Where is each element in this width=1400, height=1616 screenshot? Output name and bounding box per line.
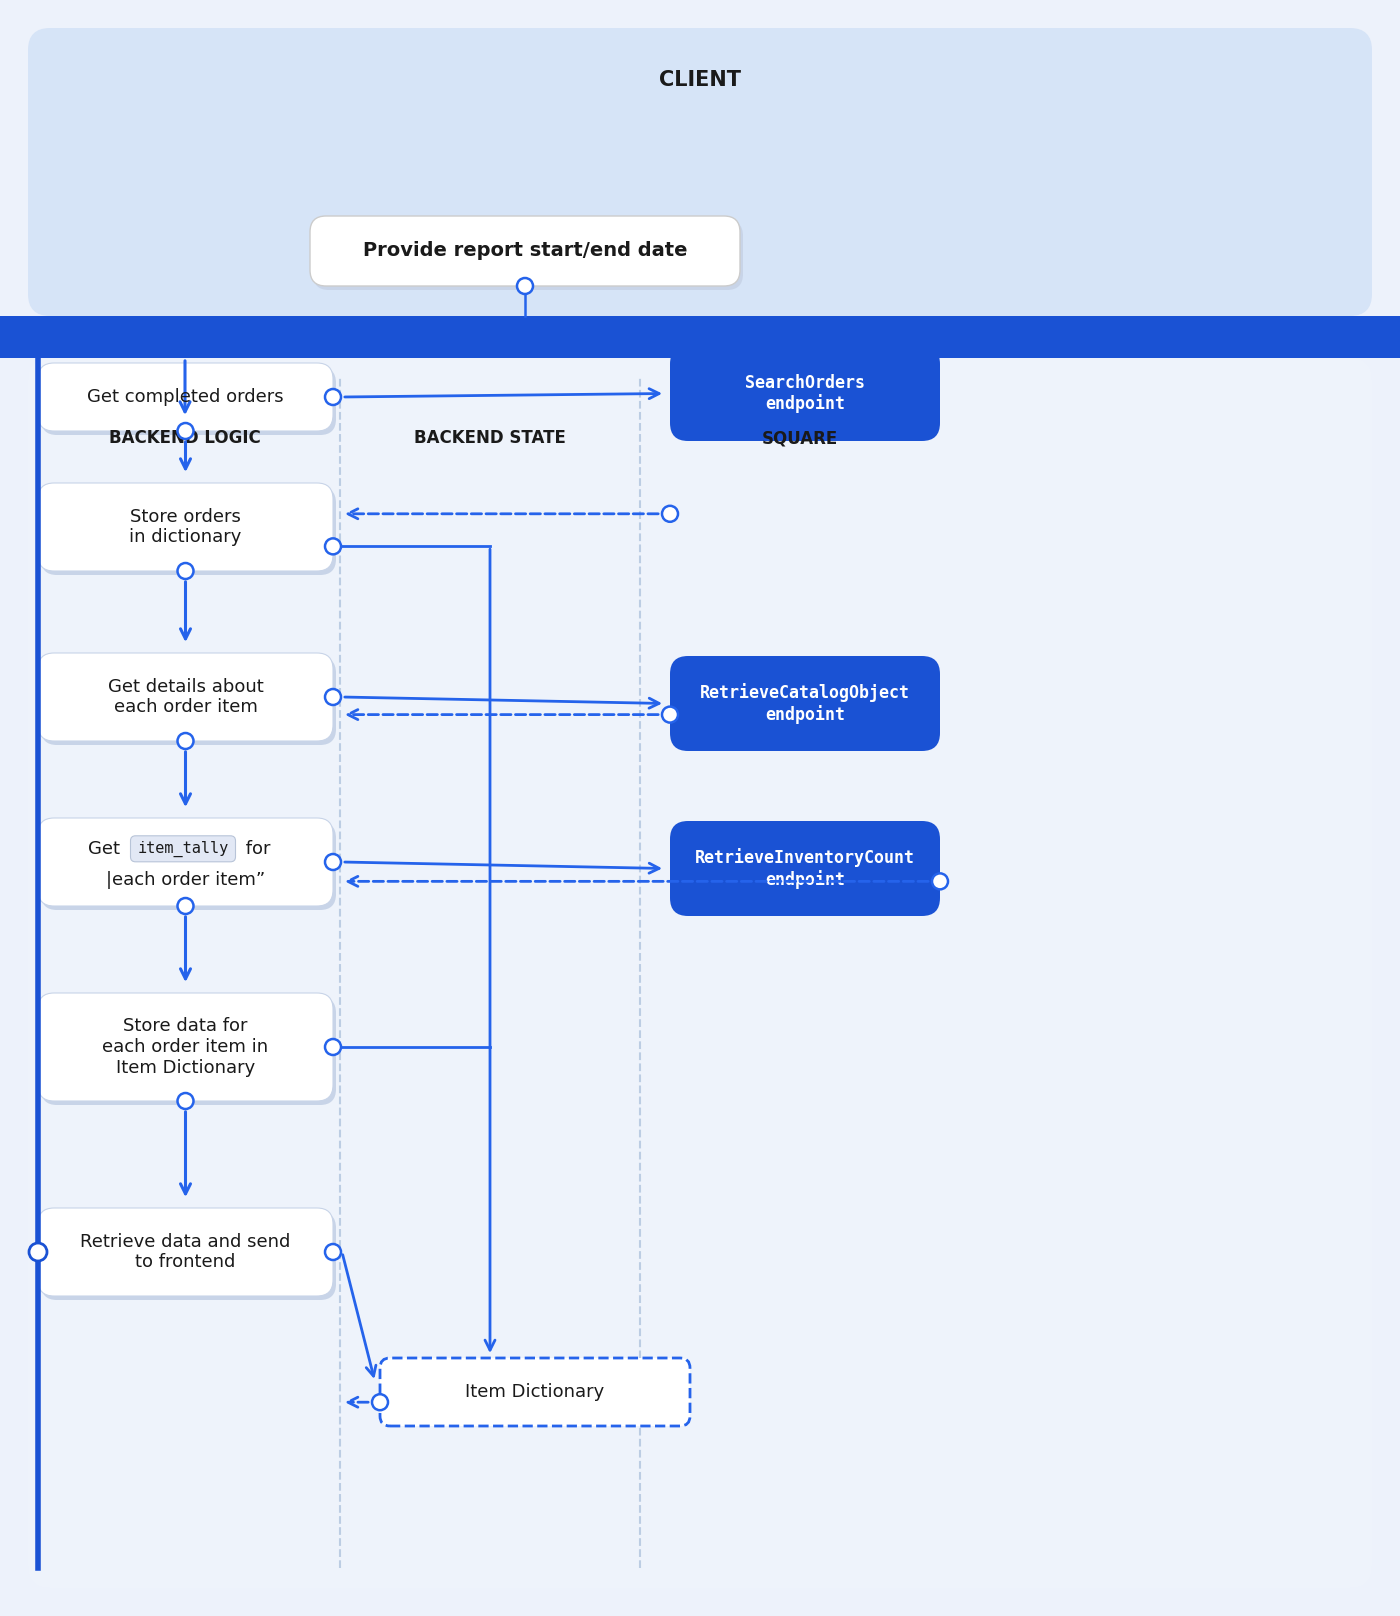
Circle shape bbox=[325, 1244, 342, 1260]
Circle shape bbox=[178, 898, 193, 915]
FancyBboxPatch shape bbox=[38, 818, 333, 907]
Text: Provide report start/end date: Provide report start/end date bbox=[363, 241, 687, 260]
FancyBboxPatch shape bbox=[671, 821, 939, 916]
Circle shape bbox=[662, 506, 678, 522]
FancyBboxPatch shape bbox=[38, 653, 333, 742]
FancyBboxPatch shape bbox=[671, 656, 939, 751]
FancyBboxPatch shape bbox=[41, 823, 336, 910]
FancyBboxPatch shape bbox=[671, 346, 939, 441]
Text: BACKEND STATE: BACKEND STATE bbox=[414, 428, 566, 448]
FancyBboxPatch shape bbox=[38, 1209, 333, 1296]
FancyBboxPatch shape bbox=[38, 483, 333, 570]
Text: for: for bbox=[241, 840, 272, 858]
Circle shape bbox=[325, 853, 342, 869]
FancyBboxPatch shape bbox=[41, 486, 336, 575]
Text: Store orders
in dictionary: Store orders in dictionary bbox=[129, 507, 242, 546]
Circle shape bbox=[178, 1092, 193, 1109]
FancyBboxPatch shape bbox=[28, 27, 1372, 317]
Circle shape bbox=[178, 562, 193, 579]
FancyBboxPatch shape bbox=[41, 1212, 336, 1299]
FancyBboxPatch shape bbox=[130, 835, 235, 861]
Circle shape bbox=[325, 389, 342, 406]
Text: RetrieveInventoryCount
endpoint: RetrieveInventoryCount endpoint bbox=[694, 848, 916, 889]
FancyBboxPatch shape bbox=[41, 658, 336, 745]
Circle shape bbox=[932, 873, 948, 889]
Circle shape bbox=[372, 1395, 388, 1411]
Text: Store data for
each order item in
Item Dictionary: Store data for each order item in Item D… bbox=[102, 1016, 269, 1076]
FancyBboxPatch shape bbox=[379, 1357, 690, 1425]
FancyBboxPatch shape bbox=[41, 997, 336, 1105]
Text: CLIENT: CLIENT bbox=[659, 69, 741, 90]
Circle shape bbox=[325, 538, 342, 554]
Text: |each order item”: |each order item” bbox=[106, 871, 265, 889]
Circle shape bbox=[178, 423, 193, 440]
Circle shape bbox=[29, 1243, 48, 1260]
Bar bbox=[0, 317, 1400, 359]
FancyBboxPatch shape bbox=[314, 220, 743, 289]
Text: BACKEND LOGIC: BACKEND LOGIC bbox=[109, 428, 260, 448]
Circle shape bbox=[517, 278, 533, 294]
Text: Get details about
each order item: Get details about each order item bbox=[108, 677, 263, 716]
FancyBboxPatch shape bbox=[41, 367, 336, 435]
FancyBboxPatch shape bbox=[309, 217, 741, 286]
Circle shape bbox=[662, 706, 678, 722]
FancyBboxPatch shape bbox=[38, 364, 333, 431]
FancyBboxPatch shape bbox=[28, 359, 1372, 1589]
Circle shape bbox=[325, 688, 342, 705]
FancyBboxPatch shape bbox=[38, 992, 333, 1100]
Text: SQUARE: SQUARE bbox=[762, 428, 839, 448]
Text: Item Dictionary: Item Dictionary bbox=[465, 1383, 605, 1401]
Circle shape bbox=[325, 1039, 342, 1055]
Text: RetrieveCatalogObject
endpoint: RetrieveCatalogObject endpoint bbox=[700, 684, 910, 724]
Text: SearchOrders
endpoint: SearchOrders endpoint bbox=[745, 373, 865, 414]
Circle shape bbox=[178, 734, 193, 748]
Text: Get: Get bbox=[88, 840, 126, 858]
Text: Get completed orders: Get completed orders bbox=[87, 388, 284, 406]
Text: Retrieve data and send
to frontend: Retrieve data and send to frontend bbox=[80, 1233, 291, 1272]
Text: item_tally: item_tally bbox=[137, 840, 228, 856]
